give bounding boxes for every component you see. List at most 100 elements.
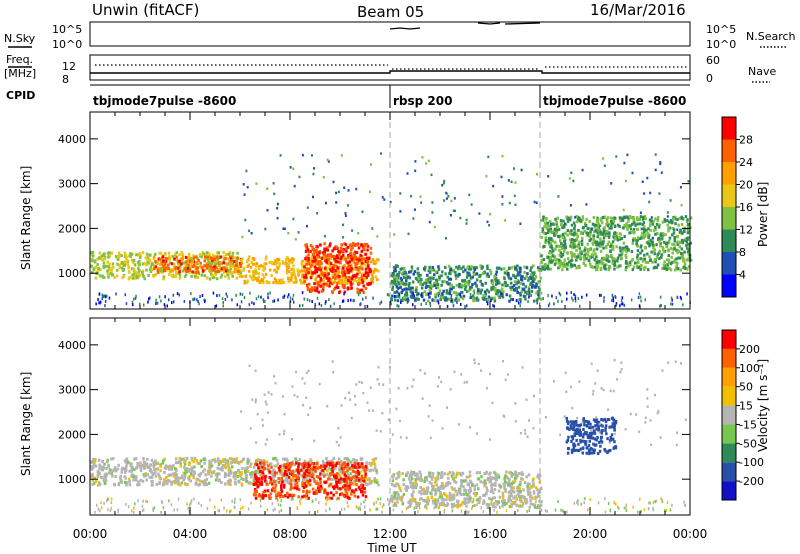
heatmap-cell xyxy=(113,275,116,279)
heatmap-cell xyxy=(499,290,502,294)
heatmap-cell xyxy=(318,251,321,255)
heatmap-cell xyxy=(498,281,501,285)
heatmap-cell xyxy=(266,467,269,471)
heatmap-cell xyxy=(362,244,365,248)
heatmap-cell xyxy=(591,222,595,226)
heatmap-cell xyxy=(604,246,608,250)
heatmap-cell xyxy=(626,227,629,231)
heatmap-cell xyxy=(502,292,504,296)
heatmap-cell xyxy=(492,491,495,495)
heatmap-cell xyxy=(489,489,492,493)
heatmap-cell xyxy=(134,457,138,460)
heatmap-cell xyxy=(639,222,642,226)
heatmap-cell xyxy=(678,245,681,249)
heatmap-cell xyxy=(449,283,452,287)
heatmap-cell xyxy=(554,247,557,251)
heatmap-cell xyxy=(161,483,165,487)
heatmap-cell xyxy=(336,260,339,264)
heatmap-cell xyxy=(409,479,412,483)
heatmap-cell xyxy=(555,230,558,234)
heatmap-cell xyxy=(262,300,265,304)
heatmap-cell xyxy=(176,292,179,296)
heatmap-cell xyxy=(631,241,634,245)
heatmap-cell xyxy=(579,257,582,261)
heatmap-cell xyxy=(190,292,192,296)
heatmap-cell xyxy=(313,282,316,286)
heatmap-cell xyxy=(528,486,532,490)
heatmap-cell xyxy=(171,301,173,305)
heatmap-cell xyxy=(543,267,546,271)
heatmap-cell xyxy=(681,252,684,255)
heatmap-cell xyxy=(309,470,313,474)
heatmap-cell xyxy=(234,471,238,475)
heatmap-cell xyxy=(421,295,424,299)
heatmap-cell xyxy=(683,250,686,254)
heatmap-cell xyxy=(148,465,151,469)
heatmap-cell xyxy=(186,266,190,270)
heatmap-cell xyxy=(355,475,358,479)
heatmap-cell xyxy=(294,478,298,482)
heatmap-cell xyxy=(311,248,314,252)
heatmap-cell xyxy=(679,186,682,189)
heatmap-cell xyxy=(355,187,358,191)
heatmap-cell xyxy=(663,218,666,222)
heatmap-cell xyxy=(204,300,206,303)
heatmap-cell xyxy=(509,297,513,301)
heatmap-cell xyxy=(625,266,628,269)
heatmap-cell xyxy=(513,280,517,284)
heatmap-cell xyxy=(603,299,605,303)
heatmap-cell xyxy=(259,264,263,268)
heatmap-cell xyxy=(345,491,349,495)
heatmap-cell xyxy=(426,299,430,303)
heatmap-cell xyxy=(519,293,522,297)
heatmap-cell xyxy=(624,253,627,257)
heatmap-cell xyxy=(397,484,401,488)
heatmap-cell xyxy=(216,261,219,265)
heatmap-cell xyxy=(170,482,173,486)
heatmap-cell xyxy=(652,266,656,270)
heatmap-cell xyxy=(512,284,516,288)
heatmap-cell xyxy=(173,467,177,471)
heatmap-cell xyxy=(389,200,392,204)
heatmap-cell xyxy=(242,266,246,270)
power-data xyxy=(90,112,693,309)
heatmap-cell xyxy=(327,466,331,470)
heatmap-cell xyxy=(615,232,618,235)
heatmap-cell xyxy=(364,470,368,474)
heatmap-cell xyxy=(299,304,301,308)
heatmap-cell xyxy=(619,264,622,268)
heatmap-cell xyxy=(613,225,617,229)
heatmap-cell xyxy=(663,260,666,264)
heatmap-cell xyxy=(285,271,289,275)
heatmap-cell xyxy=(246,465,249,469)
heatmap-cell xyxy=(168,464,172,468)
freq-panel xyxy=(89,54,691,81)
heatmap-cell xyxy=(159,263,162,266)
heatmap-cell xyxy=(229,483,232,487)
heatmap-cell xyxy=(344,212,347,215)
heatmap-cell xyxy=(285,478,288,482)
heatmap-cell xyxy=(309,459,312,463)
heatmap-cell xyxy=(203,461,206,465)
heatmap-cell xyxy=(584,263,587,267)
heatmap-cell xyxy=(172,472,175,476)
heatmap-cell xyxy=(636,236,640,240)
heatmap-cell xyxy=(244,470,247,474)
heatmap-cell xyxy=(314,468,317,472)
heatmap-cell xyxy=(349,481,352,485)
heatmap-cell xyxy=(522,288,526,292)
heatmap-cell xyxy=(209,261,212,265)
heatmap-feature xyxy=(390,470,543,509)
heatmap-cell xyxy=(460,267,463,271)
heatmap-cell xyxy=(428,220,431,224)
heatmap-cell xyxy=(481,265,484,269)
heatmap-cell xyxy=(539,474,542,478)
heatmap-cell xyxy=(601,242,604,246)
heatmap-cell xyxy=(405,282,408,286)
heatmap-cell xyxy=(237,264,240,268)
cpid-segment-label: tbjmode7pulse -8600 xyxy=(93,94,236,108)
heatmap-cell xyxy=(406,287,409,291)
heatmap-cell xyxy=(387,293,390,297)
heatmap-cell xyxy=(255,459,258,463)
heatmap-cell xyxy=(405,277,408,280)
